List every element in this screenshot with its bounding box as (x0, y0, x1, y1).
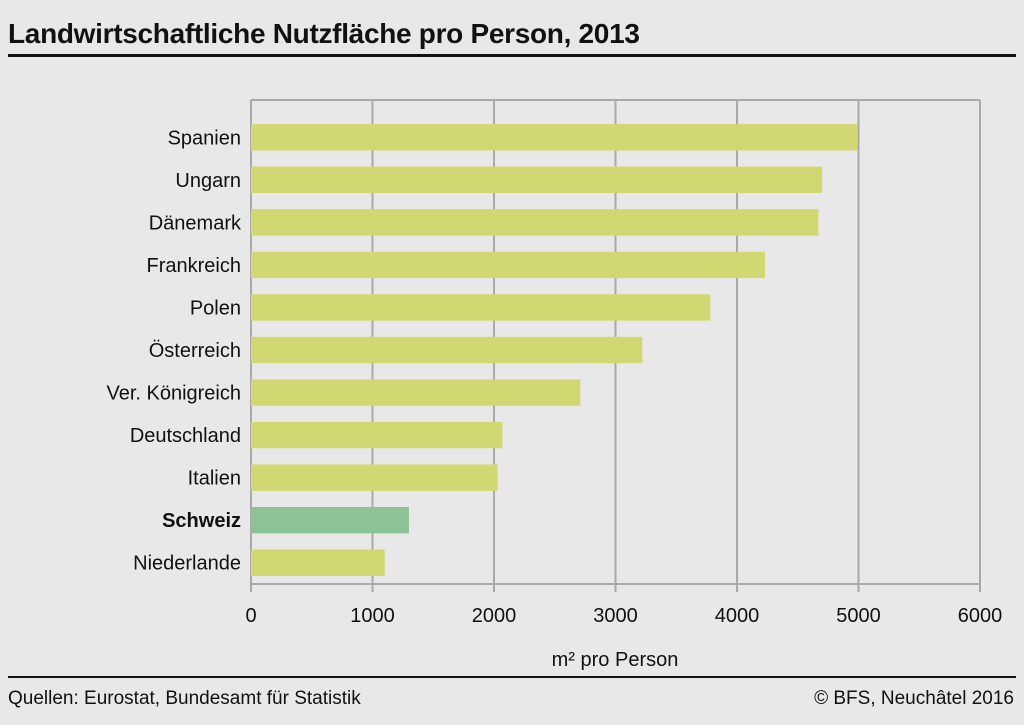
x-axis-label: m² pro Person (552, 649, 679, 671)
category-label: Dänemark (149, 212, 242, 234)
category-label: Frankreich (147, 255, 241, 277)
bar (251, 209, 819, 236)
category-label: Spanien (168, 127, 241, 149)
bars (251, 124, 858, 576)
bar (251, 506, 409, 534)
bar (251, 294, 711, 321)
bar (251, 549, 385, 576)
title-rule (8, 54, 1016, 57)
category-label: Schweiz (162, 510, 241, 532)
x-tick-label: 1000 (350, 605, 395, 627)
category-label: Österreich (149, 340, 241, 362)
bar (251, 166, 823, 194)
bar (251, 379, 581, 406)
bar (251, 336, 643, 364)
category-labels: Spanien Ungarn Dänemark Frankreich Polen Öste… (106, 127, 242, 574)
category-label: Niederlande (133, 553, 241, 575)
category-label: Deutschland (130, 425, 241, 447)
bar (251, 251, 765, 279)
x-tick-label: 4000 (715, 605, 760, 627)
category-label: Ungarn (175, 170, 241, 192)
category-label: Ver. Königreich (106, 383, 241, 405)
bar (251, 421, 503, 449)
source-note: Quellen: Eurostat, Bundesamt für Statist… (8, 688, 361, 709)
x-tick-label: 2000 (472, 605, 517, 627)
category-label: Italien (188, 468, 241, 490)
footer-rule (8, 676, 1016, 678)
x-tick-labels: 0 1000 2000 3000 4000 5000 6000 (245, 605, 1002, 627)
category-label: Polen (190, 297, 241, 319)
x-tick-label: 0 (245, 605, 256, 627)
bar-chart: Spanien Ungarn Dänemark Frankreich Polen Öste… (106, 99, 1002, 671)
x-tick-label: 3000 (593, 605, 638, 627)
x-tick-label: 6000 (958, 605, 1003, 627)
copyright-note: © BFS, Neuchâtel 2016 (814, 688, 1014, 709)
chart-title: Landwirtschaftliche Nutzfläche pro Perso… (8, 18, 640, 49)
x-tick-label: 5000 (836, 605, 881, 627)
bar (251, 464, 498, 491)
bar (251, 124, 858, 151)
